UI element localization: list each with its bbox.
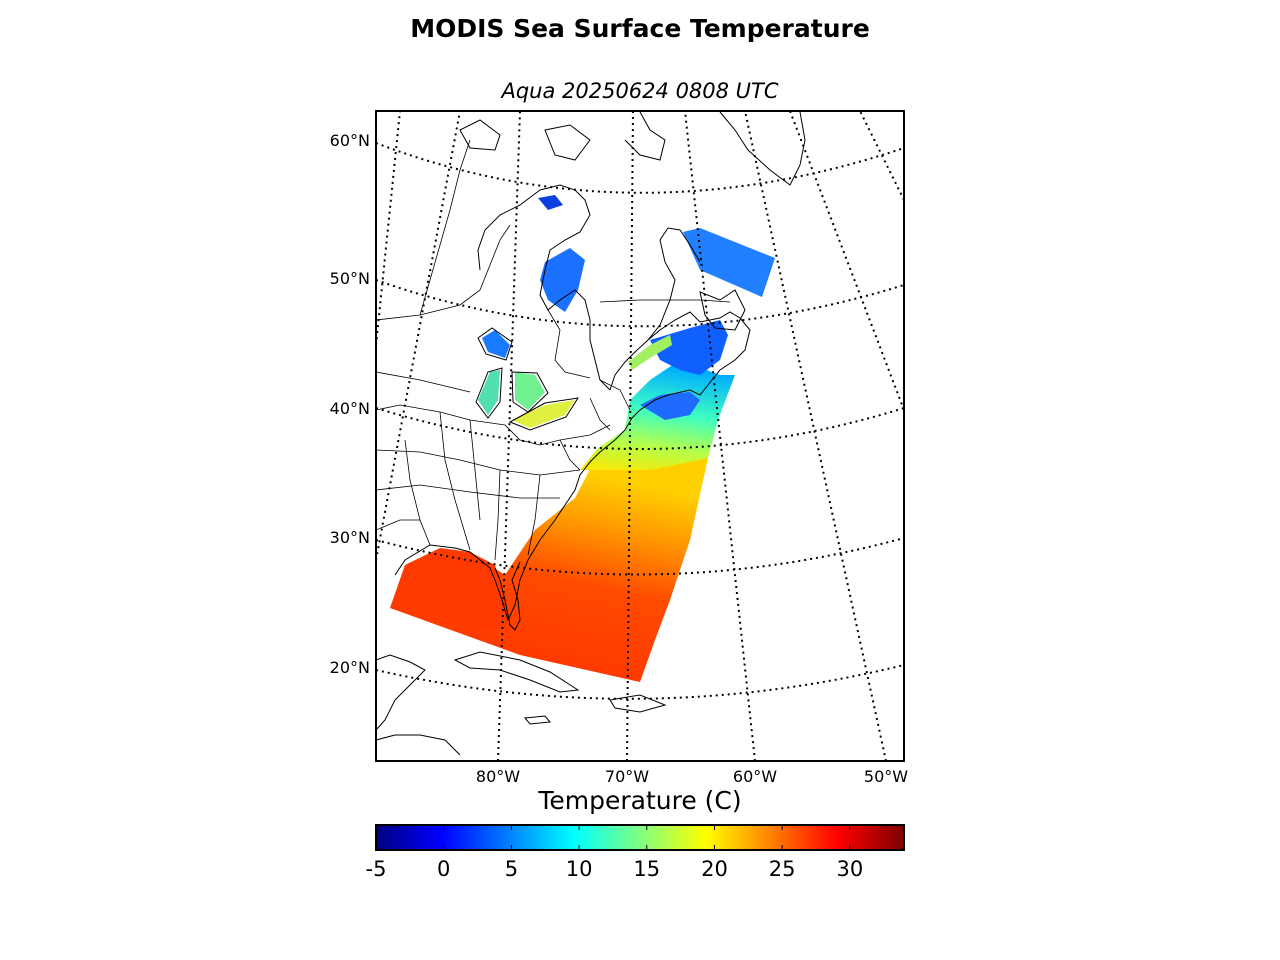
lat-label-50: 50°N: [330, 269, 370, 288]
lat-label-30: 30°N: [330, 528, 370, 547]
sst-james-bay: [540, 248, 585, 312]
map-content: [376, 111, 904, 761]
sst-lake-superior: [482, 330, 510, 358]
lat-label-40: 40°N: [330, 399, 370, 418]
colorbar-tick-label: 15: [633, 857, 660, 881]
sst-gulf: [390, 548, 510, 630]
colorbar-tick-label: 0: [437, 857, 450, 881]
page-title: MODIS Sea Surface Temperature: [410, 14, 870, 43]
lon-label-60w: 60°W: [733, 767, 777, 786]
colorbar-ticks: -5 0 5 10 15 20 25 30: [366, 825, 863, 881]
colorbar-tick-label: 5: [505, 857, 518, 881]
sst-labrador: [683, 228, 775, 297]
lat-label-20: 20°N: [330, 658, 370, 677]
lon-label-50w: 50°W: [864, 767, 908, 786]
colorbar-tick-label: 25: [769, 857, 796, 881]
colorbar-tick-label: -5: [366, 857, 387, 881]
sst-hudson-north: [538, 195, 563, 210]
sst-nova-scotia: [650, 320, 728, 375]
sst-lake-michigan: [478, 370, 500, 415]
colorbar-label: Temperature (C): [538, 786, 742, 815]
colorbar-tick-label: 10: [566, 857, 593, 881]
lat-label-60: 60°N: [330, 131, 370, 150]
page-subtitle: Aqua 20250624 0808 UTC: [501, 79, 779, 103]
graticule-parallels: [376, 142, 904, 700]
lon-label-70w: 70°W: [605, 767, 649, 786]
coastlines: [376, 111, 806, 756]
map-frame: [375, 110, 905, 762]
sst-st-lawrence: [628, 335, 672, 370]
colorbar-tick-label: 20: [701, 857, 728, 881]
sst-lake-erie: [512, 400, 575, 428]
colorbar-bar: [375, 824, 905, 851]
graticule-meridians: [376, 111, 904, 761]
sst-swath-north: [640, 392, 700, 420]
borders: [376, 139, 731, 561]
sst-lake-huron: [515, 372, 545, 410]
colorbar-tick-label: 30: [836, 857, 863, 881]
lon-label-80w: 80°W: [476, 767, 520, 786]
